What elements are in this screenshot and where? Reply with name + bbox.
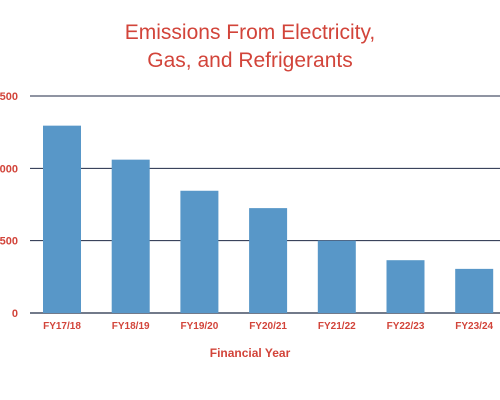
- x-tick-label: FY20/21: [249, 321, 287, 332]
- bar: [43, 125, 81, 313]
- bar: [249, 208, 288, 313]
- x-tick-label: FY18/19: [112, 321, 150, 332]
- y-tick-label: 1500: [0, 91, 18, 103]
- bar: [180, 190, 219, 313]
- y-tick-label: 1000: [0, 163, 18, 175]
- y-tick-label: 500: [0, 236, 18, 248]
- x-tick-label: FY22/23: [387, 321, 425, 332]
- bar: [111, 159, 150, 313]
- bar: [386, 260, 425, 313]
- x-tick-label: FY23/24: [455, 321, 493, 332]
- bar: [317, 240, 356, 313]
- x-tick-label: FY19/20: [180, 321, 218, 332]
- chart-title-line-1: Emissions From Electricity,: [124, 21, 376, 44]
- x-tick-label: FY17/18: [43, 321, 81, 332]
- bar: [455, 268, 494, 313]
- x-axis-title: Financial Year: [209, 346, 291, 360]
- chart-title-line-2: Gas, and Refrigerants: [147, 49, 353, 72]
- y-tick-label: 0: [12, 308, 18, 320]
- x-tick-label: FY21/22: [318, 321, 356, 332]
